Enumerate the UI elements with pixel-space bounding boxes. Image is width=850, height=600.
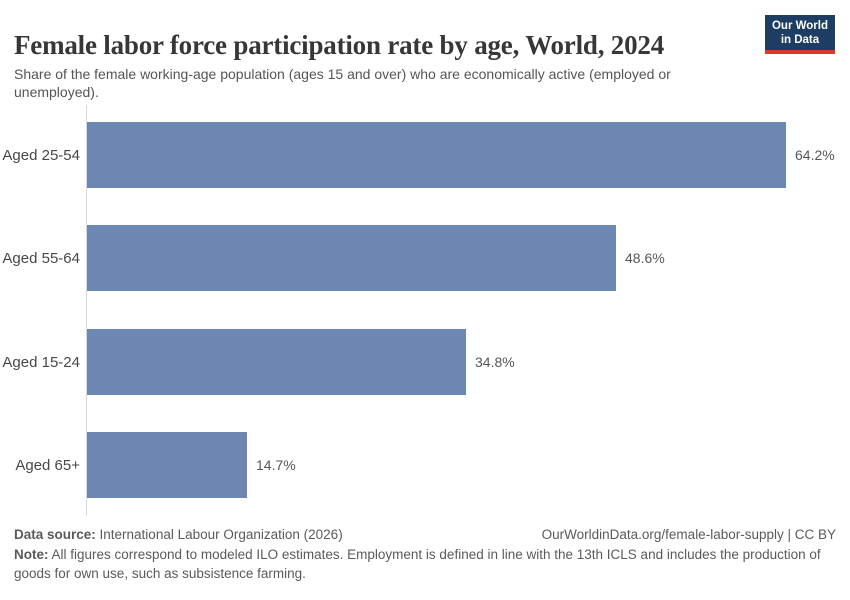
bar-chart-plot-area: Aged 25-54 64.2% Aged 55-64 48.6% Aged 15-24… [0, 105, 850, 517]
category-label: Aged 55-64 [2, 249, 80, 267]
bar[interactable] [87, 329, 466, 395]
chart-subtitle: Share of the female working-age populati… [14, 66, 671, 101]
category-label: Aged 15-24 [2, 353, 80, 371]
owid-logo-line2: in Data [780, 34, 820, 47]
bar[interactable] [87, 225, 616, 291]
y-axis-line [86, 105, 87, 516]
value-label: 64.2% [795, 147, 835, 163]
data-source-value: International Labour Organization (2026) [95, 527, 343, 542]
value-label: 34.8% [475, 354, 515, 370]
owid-logo: Our World in Data [764, 15, 835, 55]
source-row: Data source: International Labour Organi… [14, 527, 836, 542]
category-label: Aged 65+ [15, 456, 80, 474]
note-label: Note: [14, 547, 49, 562]
bar-row: Aged 25-54 64.2% [0, 122, 850, 188]
value-label: 14.7% [256, 457, 296, 473]
bar[interactable] [87, 432, 247, 498]
bar[interactable] [87, 122, 786, 188]
citation-link[interactable]: OurWorldinData.org/female-labor-supply |… [541, 527, 836, 542]
data-source-label: Data source: [14, 527, 96, 542]
category-label: Aged 25-54 [2, 146, 80, 164]
owid-logo-line1: Our World [771, 20, 828, 32]
bar-row: Aged 65+ 14.7% [0, 432, 850, 498]
data-source-text: Data source: International Labour Organi… [14, 527, 343, 542]
note-value: All figures correspond to modeled ILO es… [14, 547, 821, 581]
value-label: 48.6% [625, 250, 665, 266]
chart-title: Female labor force participation rate by… [14, 30, 665, 61]
chart-footer: Data source: International Labour Organi… [14, 527, 836, 583]
bar-row: Aged 55-64 48.6% [0, 225, 850, 291]
note-text: Note: All figures correspond to modeled … [14, 546, 836, 583]
bar-row: Aged 15-24 34.8% [0, 329, 850, 395]
